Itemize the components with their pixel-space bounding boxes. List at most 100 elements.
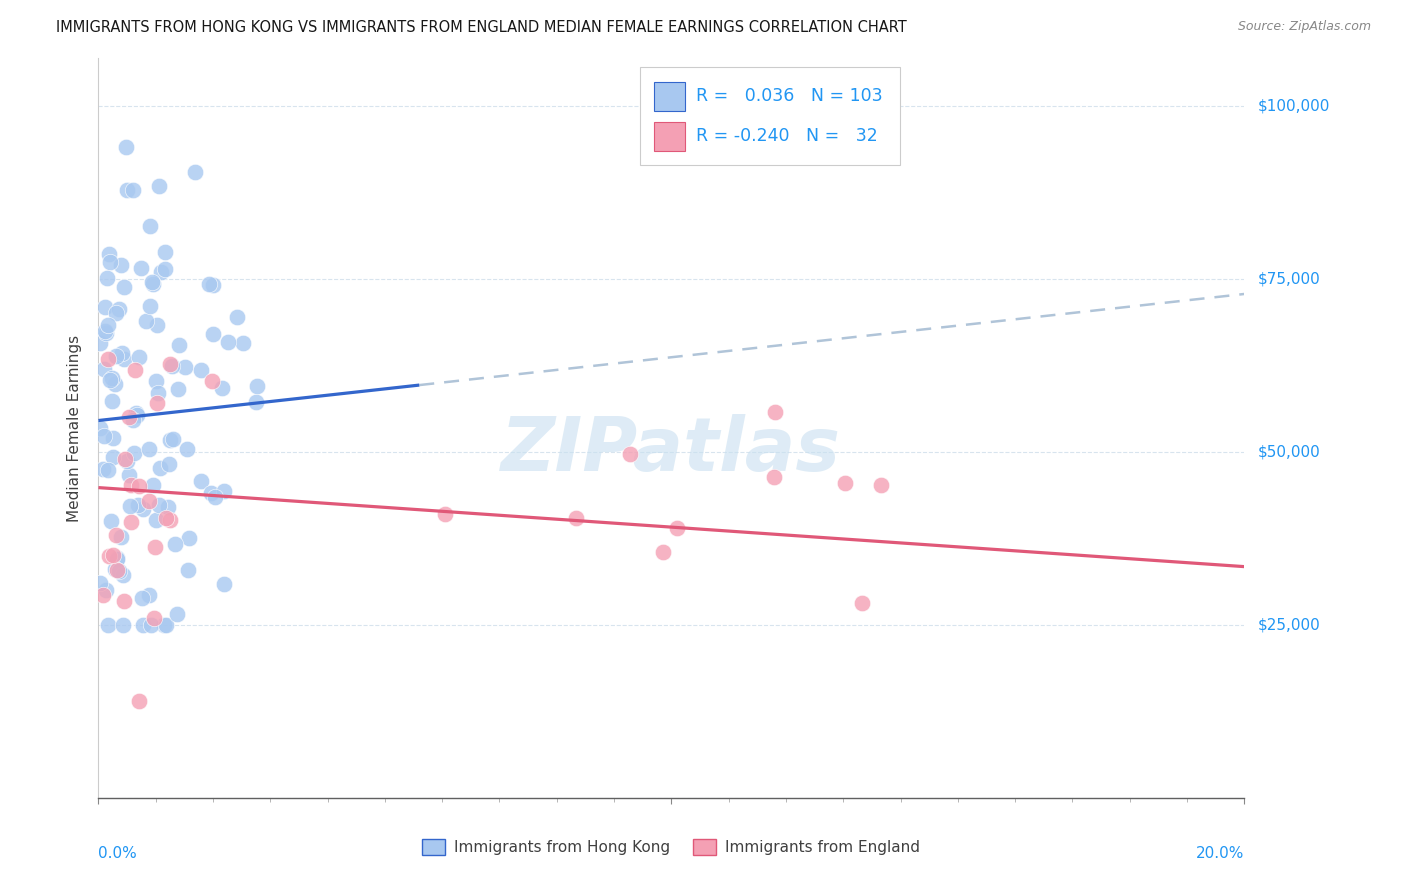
Point	[128, 351, 150, 365]
Point	[160, 359, 183, 374]
Text: R = -0.240   N =   32: R = -0.240 N = 32	[696, 128, 877, 145]
Point	[150, 265, 173, 279]
Point	[156, 500, 179, 514]
Point	[112, 280, 135, 294]
Point	[97, 352, 120, 367]
Point	[651, 544, 673, 558]
Point	[143, 611, 166, 625]
Point	[105, 349, 128, 363]
Point	[98, 246, 121, 260]
Point	[97, 549, 120, 563]
Point	[101, 548, 124, 562]
Point	[111, 345, 134, 359]
Point	[125, 406, 148, 420]
Point	[165, 537, 187, 551]
Text: 20.0%: 20.0%	[1197, 847, 1244, 862]
Point	[124, 362, 146, 376]
Point	[115, 183, 138, 197]
Point	[91, 462, 114, 476]
Text: $50,000: $50,000	[1258, 445, 1322, 460]
Point	[139, 219, 162, 234]
Point	[232, 336, 254, 351]
Text: ZIPatlas: ZIPatlas	[502, 414, 841, 487]
Point	[93, 361, 115, 376]
Point	[122, 445, 145, 459]
Point	[118, 499, 141, 513]
Point	[100, 514, 122, 528]
Point	[94, 583, 117, 598]
Point	[110, 530, 132, 544]
Point	[143, 540, 166, 554]
Point	[127, 498, 149, 512]
Point	[104, 377, 127, 392]
Point	[112, 594, 135, 608]
Point	[101, 431, 124, 445]
Text: Source: ZipAtlas.com: Source: ZipAtlas.com	[1237, 20, 1371, 33]
Point	[177, 531, 200, 545]
Point	[97, 618, 120, 632]
Point	[91, 589, 114, 603]
Point	[105, 551, 128, 566]
Point	[763, 405, 786, 419]
Point	[245, 395, 267, 409]
Point	[138, 299, 160, 313]
Point	[132, 502, 155, 516]
Point	[94, 300, 117, 314]
Point	[146, 318, 169, 332]
Point	[619, 447, 641, 461]
Point	[763, 470, 786, 484]
Point	[145, 374, 167, 388]
Point	[139, 618, 162, 632]
Point	[190, 474, 212, 488]
Point	[155, 618, 177, 632]
Point	[146, 396, 169, 410]
Point	[105, 563, 128, 577]
Text: $100,000: $100,000	[1258, 99, 1330, 114]
Point	[127, 409, 149, 423]
Point	[101, 450, 124, 465]
Point	[89, 576, 111, 591]
Text: $25,000: $25,000	[1258, 618, 1322, 632]
Point	[204, 490, 226, 504]
Point	[148, 498, 170, 512]
Point	[129, 260, 152, 275]
Point	[184, 165, 207, 179]
Point	[665, 520, 688, 534]
Point	[128, 694, 150, 708]
Point	[118, 467, 141, 482]
Point	[159, 433, 181, 447]
Point	[155, 511, 177, 525]
Point	[94, 326, 117, 341]
Point	[202, 327, 225, 342]
Point	[174, 359, 197, 374]
Text: $75,000: $75,000	[1258, 272, 1322, 287]
Point	[138, 442, 160, 456]
Point	[155, 262, 177, 277]
Point	[138, 588, 160, 602]
Point	[225, 310, 247, 324]
Point	[434, 507, 457, 521]
Point	[114, 351, 136, 366]
Point	[118, 409, 141, 424]
Point	[177, 563, 200, 577]
Point	[131, 591, 153, 605]
Point	[120, 478, 142, 492]
Point	[148, 179, 170, 194]
Point	[120, 515, 142, 529]
Point	[217, 335, 239, 350]
Point	[167, 337, 190, 351]
Point	[211, 381, 233, 395]
Point	[198, 277, 221, 292]
Point	[110, 259, 132, 273]
Point	[104, 562, 127, 576]
Point	[122, 183, 145, 197]
Point	[245, 378, 267, 392]
Point	[869, 478, 891, 492]
Point	[201, 374, 224, 388]
Point	[115, 140, 138, 154]
Point	[141, 275, 163, 289]
Point	[114, 452, 136, 467]
Point	[104, 527, 127, 541]
Point	[98, 373, 121, 387]
Point	[89, 421, 111, 435]
